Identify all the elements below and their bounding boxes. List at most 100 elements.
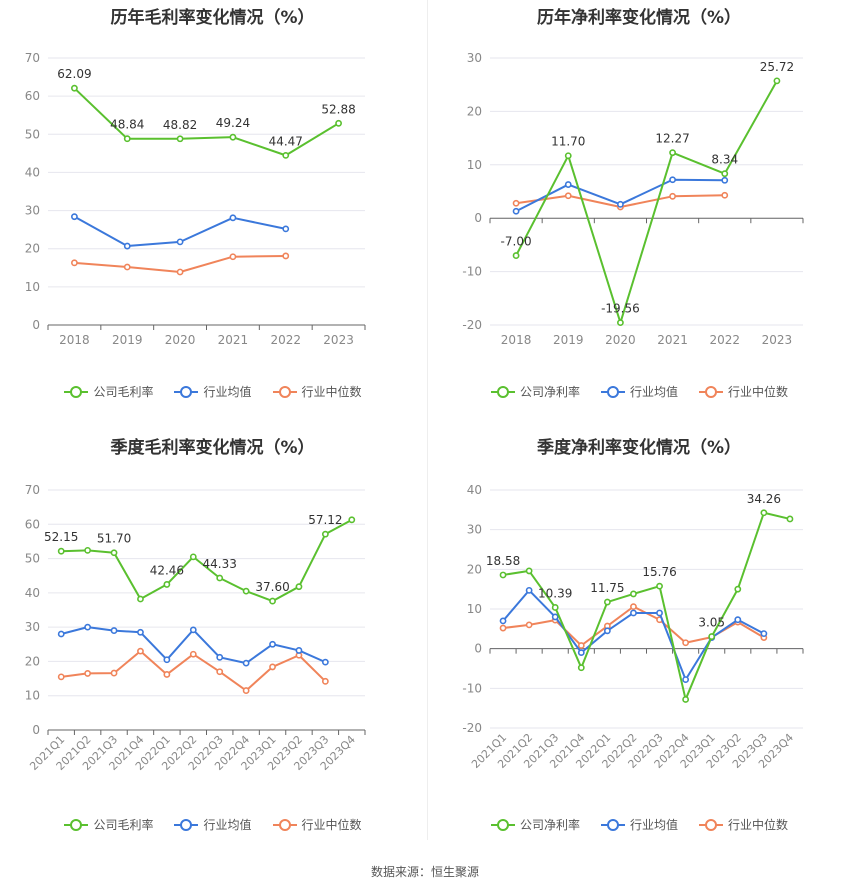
- data-label: 10.39: [538, 586, 572, 600]
- legend-item-average[interactable]: 行业均值: [173, 383, 252, 400]
- data-point-median: [176, 268, 184, 276]
- circle-line-icon: [64, 385, 89, 398]
- legend-icon-circle: [180, 385, 193, 398]
- data-label: 62.09: [57, 67, 91, 81]
- chart-title: 历年净利率变化情况（%）: [536, 8, 742, 28]
- circle-line-icon: [490, 818, 515, 831]
- chart-svg: -20 -10 0 10 20 30 2018 2019 2020 2021 2022 2023 -7.…: [462, 51, 804, 347]
- chart-title: 季度净利率变化情况（%）: [536, 438, 742, 458]
- data-point-company: [71, 84, 78, 92]
- legend-icon-circle: [278, 385, 291, 398]
- data-point-average: [734, 616, 742, 624]
- x-tick-label: 2018: [501, 333, 532, 347]
- legend-label: 行业中位数: [728, 385, 789, 399]
- legend-item-company[interactable]: 公司净利率: [490, 816, 580, 833]
- circle-line-icon: [699, 385, 723, 398]
- data-point-average: [630, 609, 637, 617]
- circle-line-icon: [490, 385, 515, 398]
- legend-item-company[interactable]: 公司净利率: [490, 383, 580, 400]
- data-point-median: [84, 670, 92, 677]
- data-point-average: [163, 656, 171, 664]
- legend-item-average[interactable]: 行业均值: [600, 816, 678, 833]
- legend-icon-circle: [496, 385, 509, 398]
- x-tick-label: 2020: [605, 333, 636, 347]
- legend-icon-circle: [70, 818, 83, 831]
- legend-item-median[interactable]: 行业中位数: [272, 816, 362, 833]
- y-tick-label: 0: [32, 318, 40, 332]
- x-tick-label: 2021: [218, 333, 249, 347]
- legend-item-median[interactable]: 行业中位数: [272, 383, 362, 400]
- data-point-company: [669, 149, 676, 157]
- data-point-median: [163, 671, 171, 678]
- data-point-company: [512, 252, 520, 259]
- data-point-median: [499, 624, 507, 632]
- data-point-average: [512, 207, 520, 215]
- data-source-note: 数据来源：恒生聚源: [370, 865, 479, 879]
- data-point-company: [603, 598, 611, 606]
- legend-item-median[interactable]: 行业中位数: [698, 816, 788, 833]
- data-point-average: [110, 627, 118, 634]
- legend-icon-circle: [705, 818, 717, 831]
- data-point-company: [682, 696, 690, 703]
- legend-label: 公司净利率: [519, 818, 580, 832]
- x-tick-label: 2022: [709, 333, 740, 347]
- data-point-company: [348, 516, 356, 524]
- data-label: 11.75: [590, 581, 624, 595]
- data-point-median: [71, 259, 78, 267]
- legend-item-median[interactable]: 行业中位数: [698, 383, 788, 400]
- data-point-company: [269, 597, 276, 605]
- data-point-median: [321, 677, 329, 685]
- legend-icon-circle: [180, 818, 193, 831]
- data-point-company: [189, 553, 197, 561]
- data-point-company: [110, 549, 118, 557]
- data-label: 44.47: [269, 134, 303, 148]
- data-point-company: [551, 604, 559, 611]
- x-tick-label: 2020: [165, 333, 196, 347]
- data-label: 52.15: [44, 530, 78, 544]
- legend-label: 行业均值: [629, 818, 678, 832]
- data-point-average: [564, 181, 572, 188]
- data-point-average: [57, 630, 65, 638]
- legend-item-average[interactable]: 行业均值: [173, 816, 252, 833]
- circle-line-icon: [600, 818, 625, 831]
- y-tick-label: 0: [32, 723, 40, 737]
- x-tick-label: 2018: [59, 333, 90, 347]
- chart-svg: -20-100102030402021Q12021Q22021Q32021Q42…: [462, 483, 804, 771]
- data-point-median: [721, 191, 729, 199]
- legend-icon-circle: [606, 385, 619, 398]
- legend-label: 公司毛利率: [93, 385, 154, 399]
- x-tick-label: 2019: [553, 333, 584, 347]
- chart-legend: 公司毛利率 行业均值 行业中位数: [0, 383, 425, 400]
- y-tick-label: -20: [462, 318, 482, 332]
- y-tick-label: 70: [25, 51, 40, 65]
- circle-line-icon: [174, 818, 199, 831]
- data-point-company: [734, 585, 742, 593]
- data-label: 8.34: [711, 153, 738, 167]
- data-point-median: [123, 263, 131, 271]
- data-point-company: [57, 547, 65, 555]
- data-point-average: [682, 676, 690, 684]
- y-tick-label: 50: [25, 127, 40, 141]
- y-tick-label: 0: [474, 211, 482, 225]
- legend-item-company[interactable]: 公司毛利率: [63, 816, 153, 833]
- chart-legend: 公司毛利率 行业均值 行业中位数: [0, 816, 425, 833]
- data-point-median: [269, 663, 276, 671]
- y-tick-label: 0: [474, 642, 482, 656]
- legend-item-average[interactable]: 行业均值: [600, 383, 678, 400]
- data-point-average: [71, 213, 78, 221]
- legend-item-company[interactable]: 公司毛利率: [63, 383, 153, 400]
- data-point-average: [269, 640, 276, 648]
- data-label: 15.76: [642, 565, 676, 579]
- legend-label: 行业中位数: [301, 385, 362, 399]
- legend-icon-circle: [496, 818, 509, 831]
- data-point-average: [282, 225, 290, 233]
- legend-label: 行业均值: [203, 385, 252, 399]
- y-tick-label: -20: [462, 721, 482, 735]
- data-point-company: [321, 530, 329, 538]
- circle-line-icon: [174, 385, 199, 398]
- data-label: 48.84: [110, 118, 144, 132]
- y-tick-label: 60: [25, 517, 40, 531]
- circle-line-icon: [699, 818, 723, 831]
- data-label: 49.24: [216, 116, 250, 130]
- data-point-average: [669, 176, 676, 184]
